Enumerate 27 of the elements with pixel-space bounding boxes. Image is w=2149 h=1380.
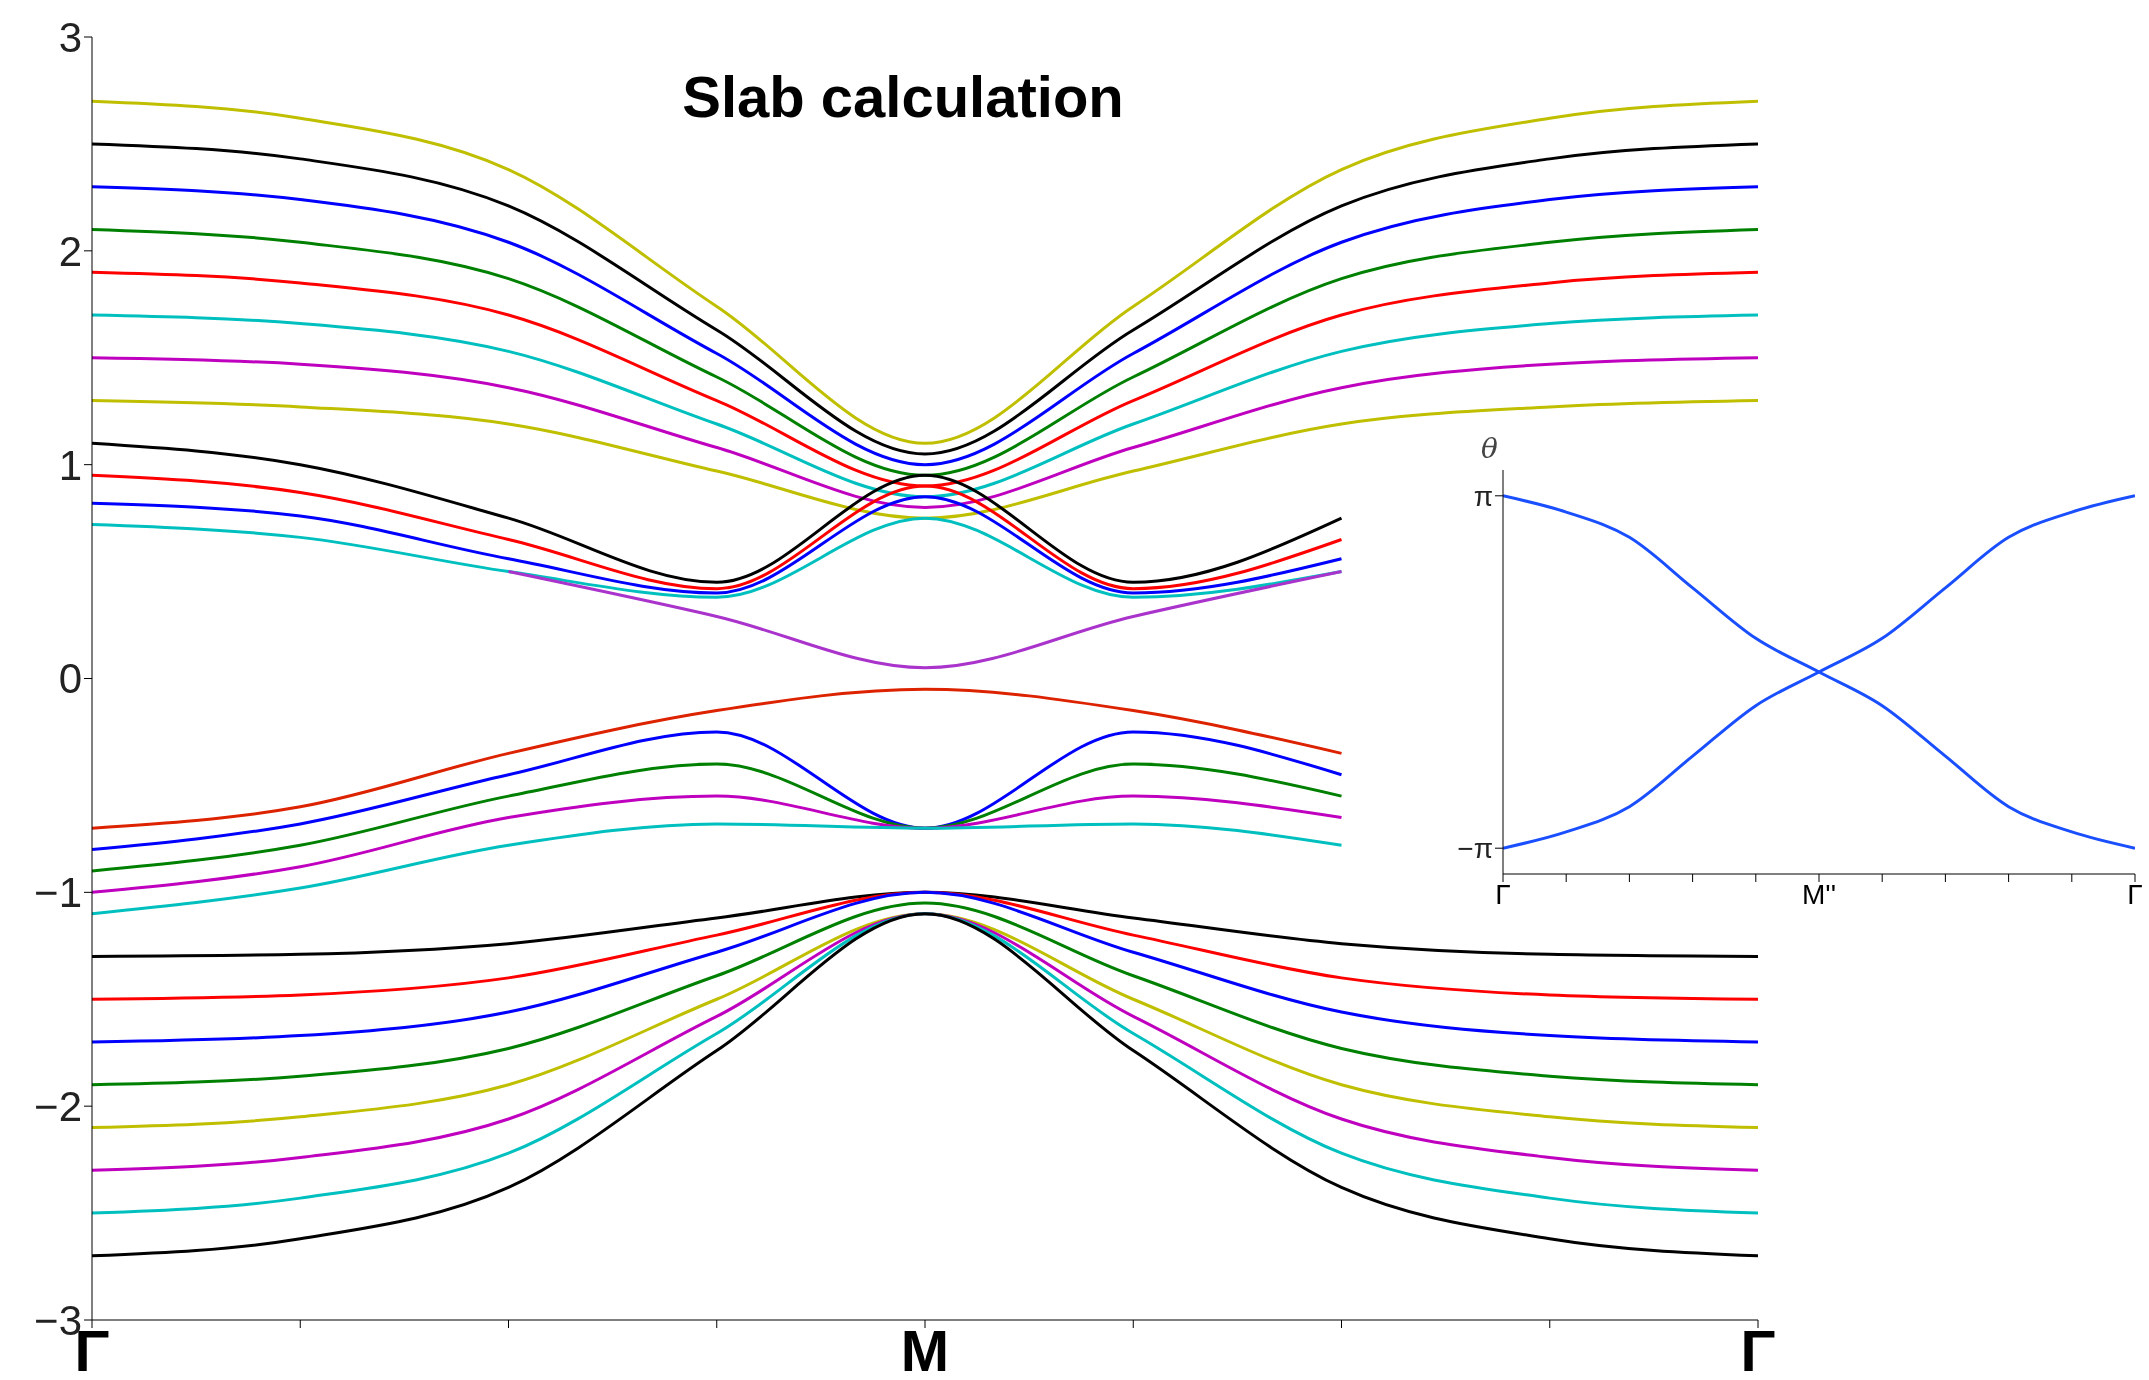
line-series bbox=[92, 762, 1343, 873]
line-series bbox=[92, 912, 1758, 1130]
y-tick-label: π bbox=[1473, 480, 1493, 512]
line-series bbox=[92, 495, 1343, 595]
line-series bbox=[92, 185, 1758, 467]
y-tick-label: −π bbox=[1457, 833, 1493, 865]
y-tick-label: 1 bbox=[58, 441, 82, 489]
y-axis-title: θ bbox=[1481, 432, 1498, 465]
line-series bbox=[92, 730, 1343, 852]
text: Slab calculation bbox=[681, 63, 1125, 130]
x-tick-label: M'' bbox=[1801, 878, 1837, 910]
y-tick-label: −1 bbox=[34, 869, 82, 917]
x-tick-label: Γ bbox=[2127, 878, 2143, 910]
line-series bbox=[92, 822, 1343, 916]
x-tick-label: Γ bbox=[1740, 1318, 1776, 1380]
x-tick-label: Γ bbox=[1495, 878, 1511, 910]
line-series bbox=[92, 399, 1758, 520]
line-series bbox=[92, 356, 1758, 509]
y-tick-label: 2 bbox=[58, 227, 82, 275]
line-series bbox=[1503, 494, 2135, 850]
y-tick-label: −2 bbox=[34, 1083, 82, 1131]
y-tick-label: 3 bbox=[58, 13, 82, 61]
y-tick-label: 0 bbox=[58, 655, 82, 703]
x-tick-label: M bbox=[900, 1318, 950, 1380]
line-series bbox=[92, 687, 1343, 830]
line-series bbox=[92, 227, 1758, 477]
line-series bbox=[92, 794, 1343, 894]
